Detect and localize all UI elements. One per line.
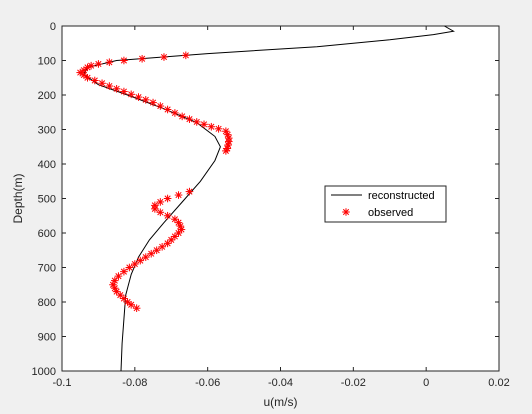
data-point-observed	[83, 73, 92, 82]
data-point-observed	[112, 84, 121, 93]
data-point-observed	[136, 256, 145, 265]
legend-label-observed: observed	[368, 207, 413, 219]
x-tick-label: 0	[423, 377, 429, 389]
data-point-observed	[156, 102, 165, 110]
data-point-observed	[83, 63, 92, 72]
y-tick-label: 600	[38, 228, 56, 240]
data-point-observed	[163, 194, 172, 203]
data-point-observed	[222, 147, 230, 155]
data-point-observed	[141, 96, 150, 104]
data-point-observed	[138, 54, 146, 63]
data-point-observed	[80, 71, 88, 79]
data-point-observed	[174, 191, 183, 199]
x-tick-label: 0.02	[488, 377, 509, 389]
data-point-observed	[120, 267, 128, 276]
observed-series	[76, 51, 233, 313]
data-point-observed	[178, 112, 186, 121]
y-tick-label: 300	[38, 125, 56, 137]
data-point-observed	[120, 56, 128, 65]
data-point-observed	[141, 253, 150, 261]
data-point-observed	[182, 51, 190, 60]
data-point-observed	[152, 246, 161, 255]
y-axis: 0 100 200 300 400 500 600 700 800 900 1000	[32, 21, 499, 378]
data-point-observed	[94, 60, 103, 68]
x-axis: -0.1 -0.08 -0.06 -0.04 -0.02 0 0.02	[53, 26, 510, 389]
y-tick-label: 200	[38, 90, 56, 102]
data-point-observed	[120, 87, 128, 96]
data-point-observed	[223, 130, 232, 139]
data-point-observed	[134, 93, 143, 101]
y-tick-label: 0	[50, 21, 56, 33]
data-point-observed	[125, 263, 134, 272]
data-point-observed	[90, 76, 99, 85]
y-tick-label: 700	[38, 263, 56, 275]
legend-label-reconstructed: reconstructed	[368, 190, 435, 202]
data-point-observed	[127, 90, 135, 99]
data-point-observed	[160, 53, 168, 61]
data-point-observed	[105, 58, 114, 67]
x-tick-label: -0.08	[122, 377, 147, 389]
data-point-observed	[163, 239, 172, 248]
series-line-reconstructed	[83, 25, 455, 372]
x-tick-label: -0.04	[268, 377, 293, 389]
data-point-observed	[156, 198, 165, 206]
data-point-observed	[132, 304, 141, 313]
legend-box	[324, 185, 447, 223]
y-tick-label: 400	[38, 159, 56, 171]
data-point-observed	[149, 98, 157, 107]
data-point-observed	[98, 79, 106, 88]
data-point-observed	[207, 122, 216, 131]
data-point-observed	[158, 243, 166, 251]
x-tick-label: -0.06	[195, 377, 220, 389]
data-point-observed	[127, 300, 135, 309]
y-tick-label: 100	[38, 56, 56, 68]
y-tick-label: 900	[38, 332, 56, 344]
data-point-observed	[200, 120, 208, 129]
legend-marker-observed	[342, 208, 350, 216]
reconstructed-series	[83, 25, 455, 372]
legend-star	[342, 208, 350, 216]
data-point-observed	[131, 260, 139, 268]
data-point-observed	[185, 187, 194, 196]
legend: reconstructed observed	[324, 185, 447, 223]
y-tick-label: 800	[38, 297, 56, 309]
data-point-observed	[156, 208, 165, 217]
data-point-observed	[147, 249, 156, 258]
y-axis-label: Depth(m)	[11, 173, 25, 223]
data-point-observed	[185, 115, 194, 123]
y-tick-label: 500	[38, 194, 56, 206]
data-point-observed	[151, 205, 159, 213]
x-tick-label: -0.1	[53, 377, 72, 389]
data-point-observed	[105, 82, 114, 90]
data-point-observed	[171, 109, 179, 117]
y-tick-label: 1000	[32, 366, 56, 378]
data-point-observed	[163, 211, 172, 220]
x-tick-label: -0.02	[341, 377, 366, 389]
x-axis-label: u(m/s)	[264, 395, 298, 409]
data-point-observed	[114, 272, 123, 280]
data-point-observed	[192, 118, 201, 126]
data-point-observed	[163, 105, 172, 114]
data-point-observed	[214, 125, 223, 133]
